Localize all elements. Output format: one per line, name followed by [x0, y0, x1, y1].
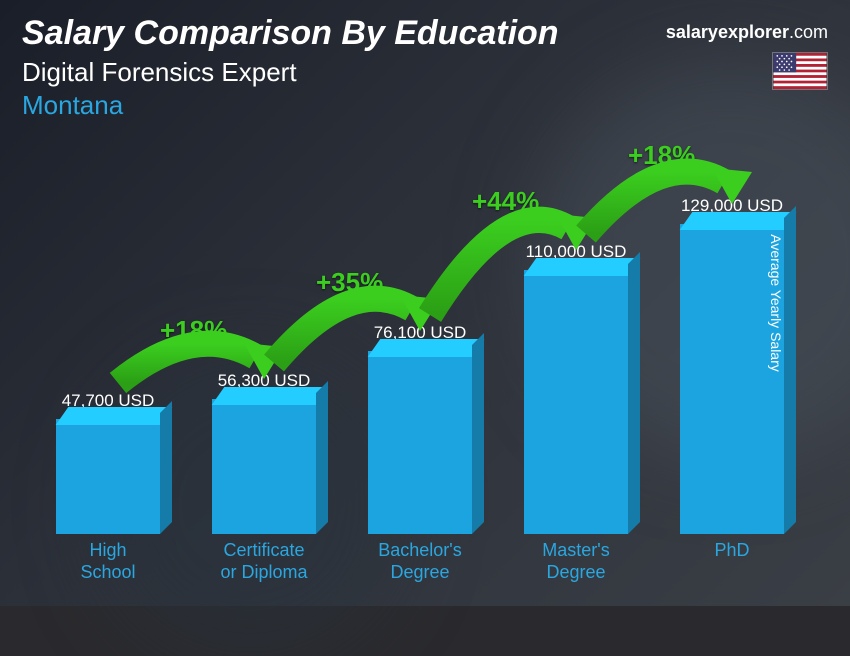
brand-logo: salaryexplorer.com	[666, 22, 828, 43]
increment-arrow	[274, 295, 440, 363]
location: Montana	[22, 90, 828, 121]
salary-chart: 47,700 USD 56,300 USD 76,100 USD 110,000…	[30, 110, 810, 590]
increment-arrow	[430, 214, 596, 315]
increment-arrow	[586, 168, 752, 234]
brand-suffix: .com	[789, 22, 828, 42]
flag-us-icon	[772, 52, 828, 90]
y-axis-label: Average Yearly Salary	[767, 234, 783, 372]
arrows-layer	[30, 110, 810, 590]
job-title: Digital Forensics Expert	[22, 57, 828, 88]
brand-name: salaryexplorer	[666, 22, 789, 42]
increment-arrow	[118, 343, 284, 383]
